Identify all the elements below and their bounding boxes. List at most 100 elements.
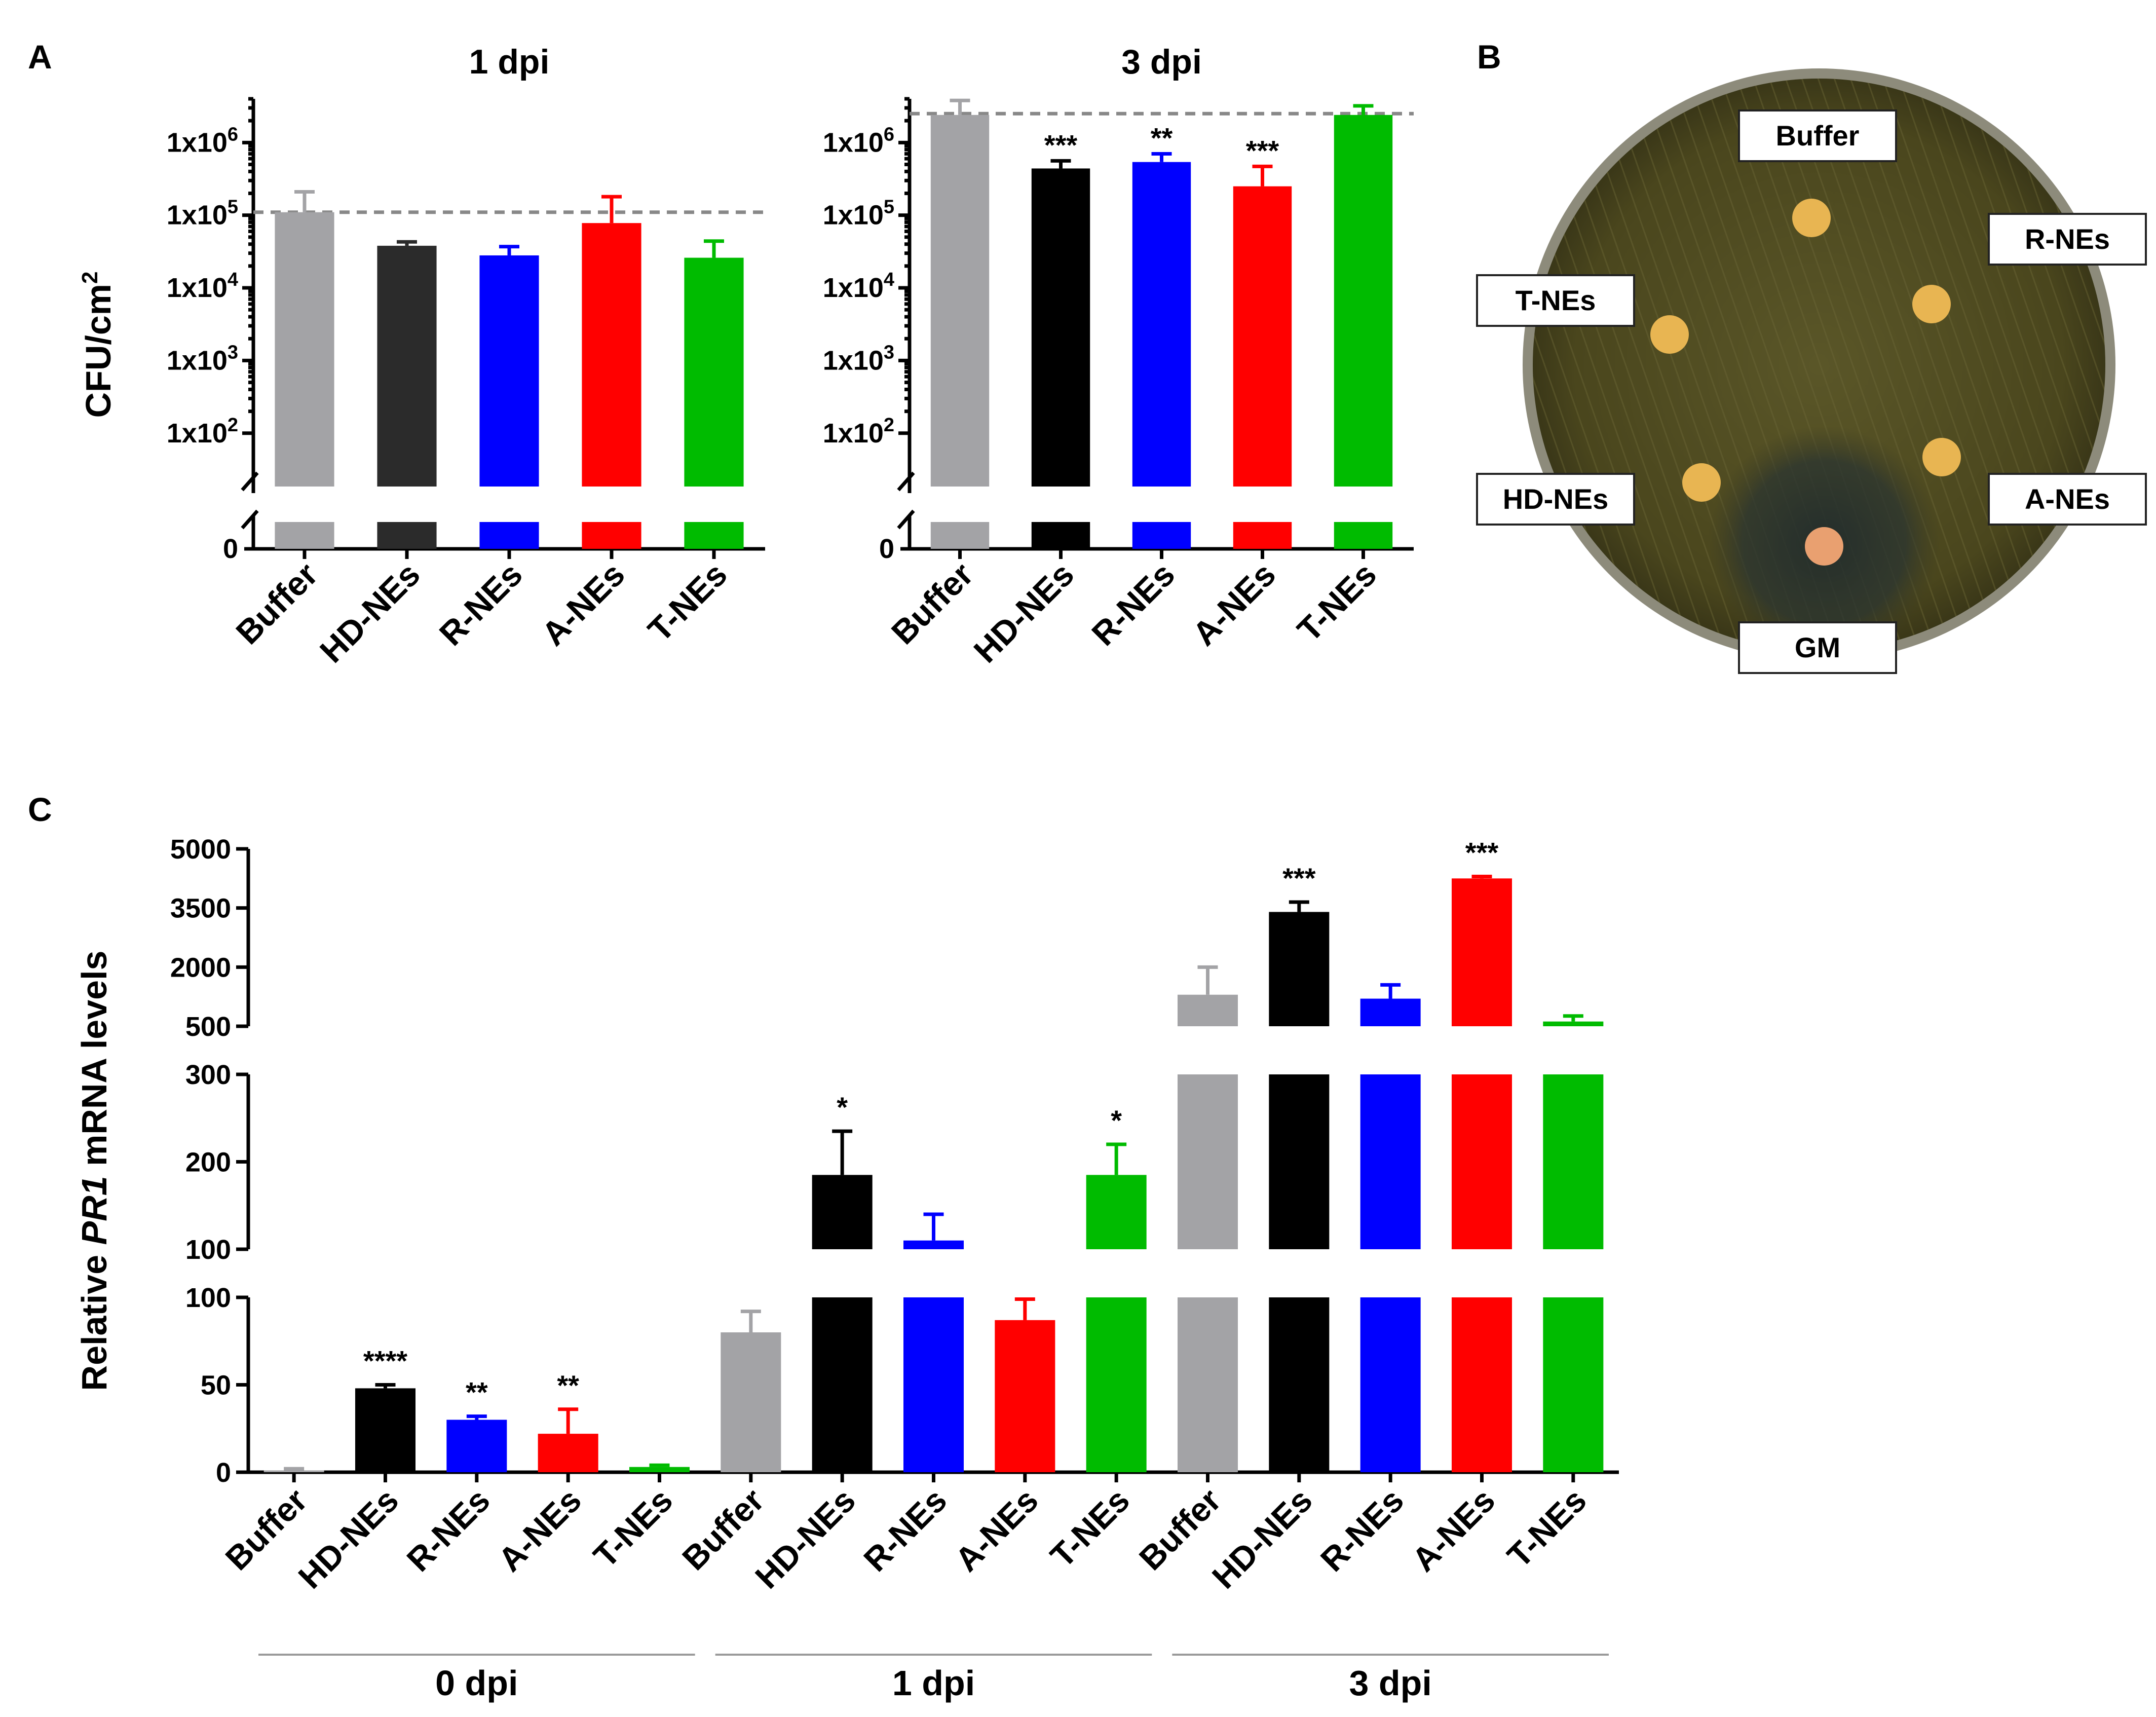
plate-label-hd-nes: HD-NEs — [1476, 473, 1635, 526]
significance-hd-nes: *** — [1044, 129, 1078, 161]
y-tick-base: 1x10 — [167, 127, 228, 158]
y-tick-label-zero: 0 — [223, 534, 238, 564]
streak-line — [1762, 79, 1977, 651]
bar-hd-nes-6-seg1 — [812, 1175, 873, 1249]
y-tick-label: 100 — [185, 1235, 231, 1265]
disc-hd-nes — [1682, 463, 1721, 502]
x-tick-label-a-nes-8: A-NEs — [948, 1481, 1045, 1579]
x-tick-label-t-nes-9: T-NEs — [1043, 1481, 1137, 1575]
significance-a-nes: *** — [1246, 134, 1279, 166]
x-tick-label-buffer: Buffer — [229, 555, 325, 652]
x-tick-label-r-nes-7: R-NEs — [856, 1481, 954, 1579]
x-tick-label-a-nes-13: A-NEs — [1405, 1481, 1502, 1579]
y-tick-label: 1x102 — [167, 415, 238, 449]
chart-a-1dpi: 1 dpi01x1021x1031x1041x1051x106BufferHD-… — [167, 43, 765, 670]
y-tick-label: 1x103 — [167, 342, 238, 376]
x-tick-label-a-nes-3: A-NEs — [491, 1481, 588, 1579]
x-tick-label-r-nes: R-NEs — [1084, 555, 1182, 653]
disc-buffer — [1792, 199, 1831, 237]
y-tick-base: 1x10 — [167, 418, 228, 449]
bar-r-nes-7-seg0 — [903, 1297, 964, 1472]
bar-t-nes-9-seg0 — [1086, 1297, 1147, 1472]
axis-break-mark-upper — [241, 471, 259, 492]
bar-hd-nes-11-seg0 — [1269, 1297, 1330, 1472]
svg-text:T-NEs: T-NEs — [1516, 284, 1596, 316]
chart-c-ylabel: Relative PR1 mRNA levels — [74, 951, 114, 1391]
panel-letter-a: A — [28, 38, 52, 76]
bar-t-nes-4-seg0 — [629, 1467, 690, 1472]
bar-lower-t-nes — [684, 522, 744, 549]
y-tick-exp: 4 — [884, 269, 894, 290]
y-tick-label: 1x106 — [167, 124, 238, 158]
bar-r-nes — [1132, 162, 1191, 487]
svg-text:HD-NEs: HD-NEs — [1503, 483, 1608, 515]
bar-lower-a-nes — [582, 522, 641, 549]
y-tick-label: 1x104 — [167, 269, 238, 303]
bar-t-nes-9-seg1 — [1086, 1175, 1147, 1249]
svg-text:A-NEs: A-NEs — [2025, 483, 2110, 515]
y-tick-label: 5000 — [170, 834, 231, 865]
chart-c-ylabel-part1: Relative — [74, 1245, 114, 1391]
significance-13: *** — [1465, 836, 1499, 868]
x-tick-label-r-nes: R-NEs — [432, 555, 529, 653]
disc-t-nes — [1650, 315, 1689, 354]
panel-letter-b: B — [1477, 38, 1501, 76]
bar-lower-r-nes — [1132, 522, 1191, 549]
bar-r-nes-7-seg1 — [903, 1240, 964, 1249]
streak-line — [1795, 79, 2010, 651]
y-tick-label: 300 — [185, 1060, 231, 1090]
bar-t-nes — [1334, 115, 1393, 487]
bar-hd-nes — [1031, 168, 1090, 487]
svg-text:GM: GM — [1795, 631, 1840, 663]
x-tick-label-t-nes-14: T-NEs — [1500, 1481, 1594, 1575]
chart-title: 1 dpi — [469, 43, 550, 81]
x-tick-label-t-nes: T-NEs — [1290, 555, 1384, 649]
y-tick-base: 1x10 — [823, 345, 884, 376]
bar-r-nes-12-seg2 — [1360, 998, 1421, 1026]
y-tick-label: 100 — [185, 1283, 231, 1313]
y-tick-exp: 3 — [228, 342, 238, 363]
y-tick-label: 1x104 — [823, 269, 894, 303]
y-tick-base: 1x10 — [823, 273, 884, 303]
bar-lower-r-nes — [479, 522, 539, 549]
bar-a-nes-8-seg0 — [995, 1320, 1055, 1472]
bar-buffer-0-seg0 — [263, 1470, 324, 1472]
plate-label-buffer: Buffer — [1738, 109, 1897, 162]
bar-buffer-5-seg0 — [721, 1332, 781, 1472]
chart-a-ylabel-base: CFU/cm — [79, 284, 118, 418]
streak-line — [1941, 79, 2105, 651]
bar-a-nes — [582, 223, 641, 487]
y-tick-exp: 6 — [228, 124, 238, 145]
y-tick-label: 1x102 — [823, 415, 894, 449]
y-tick-base: 1x10 — [167, 200, 228, 231]
streak-line — [2152, 61, 2156, 674]
y-tick-exp: 3 — [884, 342, 894, 363]
streak-line — [1293, 61, 1506, 674]
chart-a-3dpi: 3 dpi01x1021x1031x1041x1051x106Buffer***… — [823, 43, 1414, 670]
streak-line — [1811, 79, 2026, 651]
bar-r-nes — [479, 255, 539, 487]
x-tick-label-t-nes: T-NEs — [640, 555, 734, 649]
y-tick-label-zero: 0 — [879, 534, 894, 564]
y-tick-base: 1x10 — [167, 345, 228, 376]
bar-buffer — [930, 115, 990, 487]
bar-a-nes-13-seg0 — [1451, 1297, 1512, 1472]
bar-buffer-10-seg2 — [1177, 994, 1238, 1026]
bar-lower-t-nes — [1334, 522, 1393, 549]
x-tick-label-buffer: Buffer — [884, 555, 980, 652]
panel-letter-c: C — [28, 791, 52, 828]
bar-hd-nes — [377, 245, 437, 487]
bar-a-nes-13-seg2 — [1451, 878, 1512, 1026]
y-tick-label: 0 — [216, 1458, 231, 1488]
significance-3: ** — [557, 1369, 579, 1401]
bar-a-nes — [1233, 186, 1292, 487]
y-tick-exp: 2 — [228, 415, 238, 436]
svg-text:Buffer: Buffer — [1776, 120, 1860, 152]
x-tick-label-r-nes-2: R-NEs — [399, 1481, 497, 1579]
group-label-0-dpi: 0 dpi — [435, 1663, 518, 1703]
bar-lower-hd-nes — [377, 522, 437, 549]
streak-line — [1533, 79, 1701, 651]
bar-lower-a-nes — [1233, 522, 1292, 549]
bar-r-nes-12-seg1 — [1360, 1074, 1421, 1249]
bar-a-nes-3-seg0 — [538, 1434, 598, 1472]
